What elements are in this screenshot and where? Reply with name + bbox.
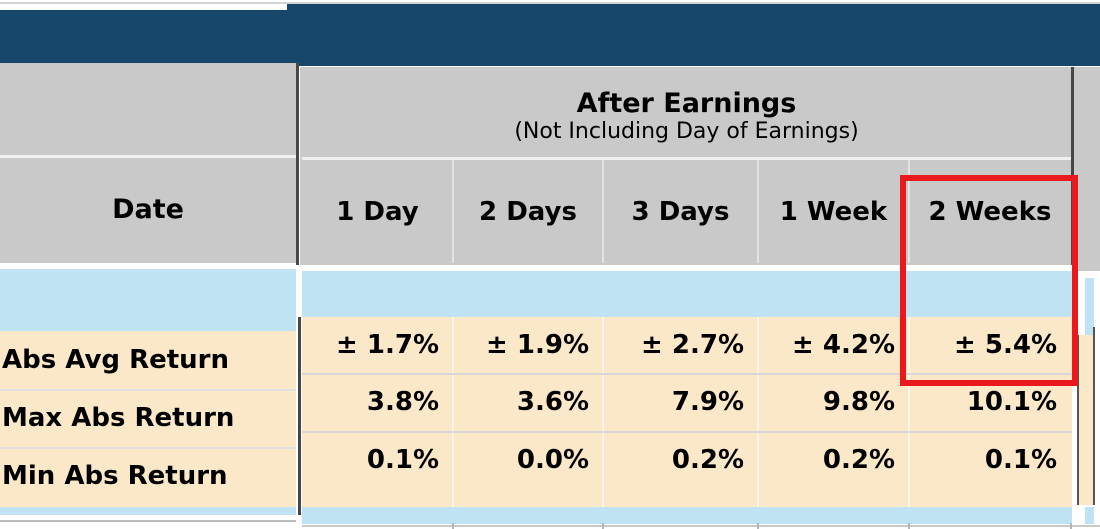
header-panel-right (300, 67, 1100, 265)
blue-strip-right (302, 507, 1072, 524)
column-header-3-days[interactable]: 3 Days (631, 196, 730, 227)
navy-bar-left (0, 10, 287, 63)
cell-max-abs-2-weeks[interactable]: 10.1% (966, 387, 1057, 417)
column-separator (757, 160, 759, 263)
column-separator (602, 160, 604, 263)
bottom-border-right (302, 525, 1100, 527)
column-separator (908, 160, 910, 263)
row-separator-left (0, 389, 296, 391)
cell-abs-avg-3-days[interactable]: ± 2.7% (641, 330, 744, 360)
cell-max-abs-1-week[interactable]: 9.8% (822, 387, 895, 417)
navy-bar-right (287, 4, 1100, 66)
group-header-title: After Earnings (576, 88, 797, 119)
group-header-underline (302, 157, 1071, 160)
group-header-after-earnings[interactable]: After Earnings (Not Including Day of Ear… (302, 67, 1071, 158)
cell-abs-avg-1-day[interactable]: ± 1.7% (336, 330, 439, 360)
column-header-2-days[interactable]: 2 Days (479, 196, 577, 227)
blue-band-left (0, 269, 296, 331)
highlight-box-2-weeks (900, 175, 1078, 386)
column-separator-light (602, 317, 604, 507)
gridline-tick (908, 523, 910, 529)
top-hairline (0, 2, 1100, 4)
cell-max-abs-1-day[interactable]: 3.8% (366, 387, 439, 417)
cell-min-abs-2-days[interactable]: 0.0% (516, 445, 589, 475)
data-panel-overflow (1078, 335, 1095, 505)
row-label-min-abs-return[interactable]: Min Abs Return (2, 461, 228, 491)
column-header-1-day[interactable]: 1 Day (336, 196, 419, 227)
gridline-tick (757, 523, 759, 529)
cell-max-abs-3-days[interactable]: 7.9% (671, 387, 744, 417)
bottom-border-left (0, 520, 296, 522)
group-header-subtitle: (Not Including Day of Earnings) (514, 119, 859, 144)
blue-strip-overflow (1085, 507, 1094, 524)
column-separator-light (452, 317, 454, 507)
data-panel (302, 317, 1072, 507)
row-label-max-abs-return[interactable]: Max Abs Return (2, 403, 235, 433)
date-column-header[interactable]: Date (112, 194, 184, 225)
blue-strip-left (0, 507, 296, 515)
row-separator-left (0, 447, 296, 449)
row-label-abs-avg-return[interactable]: Abs Avg Return (2, 345, 229, 375)
column-separator-light (908, 317, 910, 507)
gridline-tick (452, 523, 454, 529)
column-separator (452, 160, 454, 263)
blue-band-right (302, 271, 1072, 317)
cell-abs-avg-2-days[interactable]: ± 1.9% (486, 330, 589, 360)
column-header-1-week[interactable]: 1 Week (779, 196, 888, 227)
row-separator (302, 431, 1072, 433)
cell-max-abs-2-days[interactable]: 3.6% (516, 387, 589, 417)
gridline-tick (602, 523, 604, 529)
header-panel-overflow (1074, 265, 1100, 271)
label-column-panel (0, 331, 296, 507)
header-panel-left (0, 63, 296, 263)
frozen-pane-divider-bottom (298, 317, 301, 515)
header-divider-left (0, 155, 296, 158)
cell-abs-avg-2-weeks[interactable]: ± 5.4% (954, 330, 1057, 360)
frozen-pane-divider-top (296, 63, 299, 265)
cell-abs-avg-1-week[interactable]: ± 4.2% (792, 330, 895, 360)
column-separator-light (757, 317, 759, 507)
gridline-tick (1070, 523, 1072, 529)
overflow-border (1077, 335, 1079, 505)
overflow-border (1093, 327, 1095, 505)
cell-min-abs-3-days[interactable]: 0.2% (671, 445, 744, 475)
table-right-border (1071, 67, 1074, 265)
cell-min-abs-2-weeks[interactable]: 0.1% (984, 445, 1057, 475)
row-separator (302, 373, 1072, 375)
column-header-2-weeks[interactable]: 2 Weeks (928, 196, 1052, 227)
cell-min-abs-1-week[interactable]: 0.2% (822, 445, 895, 475)
cell-min-abs-1-day[interactable]: 0.1% (366, 445, 439, 475)
blue-band-overflow (1085, 278, 1094, 335)
